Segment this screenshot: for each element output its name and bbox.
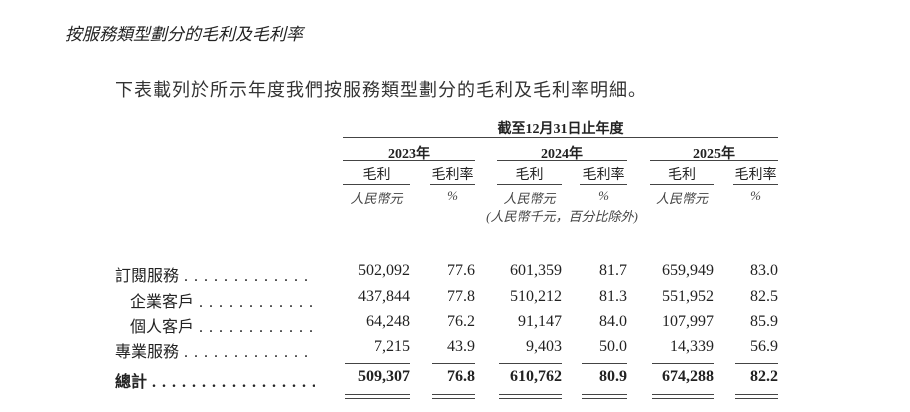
total-double-rule <box>652 398 714 399</box>
total-double-rule <box>499 398 562 399</box>
cell-value: 81.7 <box>599 262 627 279</box>
rule <box>733 184 778 185</box>
unit-label: % <box>598 188 609 203</box>
cell-value: 64,248 <box>366 313 410 330</box>
cell-value: 14,339 <box>670 338 714 355</box>
cell-value: 50.0 <box>599 338 627 355</box>
cell-value: 437,844 <box>358 288 410 305</box>
rule <box>497 184 562 185</box>
rule <box>580 184 627 185</box>
unit-label: 人民幣元 <box>655 191 708 206</box>
intro-paragraph: 下表載列於所示年度我們按服務類型劃分的毛利及毛利率明細。 <box>115 80 647 100</box>
cell-value: 551,952 <box>662 288 714 305</box>
column-header: 毛利率 <box>582 168 625 183</box>
subtotal-rule <box>735 363 778 364</box>
rule <box>650 160 778 161</box>
column-header: 毛利 <box>362 168 391 183</box>
cell-value: 83.0 <box>750 262 778 279</box>
period-header: 截至12月31日止年度 <box>497 122 624 137</box>
row-label: 總計 <box>115 368 315 392</box>
total-double-rule <box>345 398 410 399</box>
unit-note: (人民幣千元，百分比除外) <box>486 209 638 224</box>
rule <box>343 184 410 185</box>
rule <box>650 184 714 185</box>
cell-value: 601,359 <box>510 262 562 279</box>
row-label: 專業服務 <box>115 338 315 362</box>
rule <box>343 137 778 138</box>
cell-value: 610,762 <box>510 368 562 385</box>
unit-label: 人民幣元 <box>503 191 556 206</box>
total-double-rule <box>652 394 714 395</box>
cell-value: 84.0 <box>599 313 627 330</box>
cell-value: 674,288 <box>662 368 714 385</box>
column-header: 毛利 <box>515 168 544 183</box>
cell-value: 9,403 <box>526 338 562 355</box>
cell-value: 80.9 <box>599 368 627 385</box>
table-row: 企業客戶 437,844 77.8 510,212 81.3 551,952 82.5 <box>0 288 910 312</box>
row-label: 企業客戶 <box>130 288 315 312</box>
total-double-rule <box>735 394 778 395</box>
section-heading: 按服務類型劃分的毛利及毛利率 <box>65 25 303 45</box>
cell-value: 82.2 <box>750 368 778 385</box>
cell-value: 82.5 <box>750 288 778 305</box>
cell-value: 510,212 <box>510 288 562 305</box>
subtotal-rule <box>499 363 562 364</box>
subtotal-rule <box>652 363 714 364</box>
row-label: 訂閱服務 <box>115 262 315 286</box>
rule <box>430 184 475 185</box>
cell-value: 43.9 <box>447 338 475 355</box>
total-double-rule <box>345 394 410 395</box>
unit-label: 人民幣元 <box>350 191 403 206</box>
year-header: 2025年 <box>693 147 735 162</box>
cell-value: 7,215 <box>374 338 410 355</box>
total-double-rule <box>735 398 778 399</box>
total-double-rule <box>582 394 627 395</box>
column-header: 毛利率 <box>734 168 777 183</box>
rule <box>497 160 627 161</box>
table-row: 專業服務 7,215 43.9 9,403 50.0 14,339 56.9 <box>0 338 910 362</box>
cell-value: 85.9 <box>750 313 778 330</box>
total-double-rule <box>499 394 562 395</box>
cell-value: 77.6 <box>447 262 475 279</box>
subtotal-rule <box>345 363 410 364</box>
cell-value: 659,949 <box>662 262 714 279</box>
cell-value: 502,092 <box>358 262 410 279</box>
subtotal-rule <box>582 363 627 364</box>
cell-value: 91,147 <box>518 313 562 330</box>
total-double-rule <box>432 394 475 395</box>
cell-value: 77.8 <box>447 288 475 305</box>
subtotal-rule <box>432 363 475 364</box>
year-header: 2024年 <box>541 147 583 162</box>
cell-value: 81.3 <box>599 288 627 305</box>
unit-label: % <box>750 188 761 203</box>
column-header: 毛利率 <box>431 168 474 183</box>
column-header: 毛利 <box>668 168 696 183</box>
unit-label: % <box>447 188 458 203</box>
cell-value: 56.9 <box>750 338 778 355</box>
total-double-rule <box>582 398 627 399</box>
total-double-rule <box>432 398 475 399</box>
cell-value: 107,997 <box>662 313 714 330</box>
cell-value: 76.2 <box>447 313 475 330</box>
year-header: 2023年 <box>388 147 430 162</box>
table-row: 個人客戶 64,248 76.2 91,147 84.0 107,997 85.9 <box>0 313 910 337</box>
cell-value: 76.8 <box>447 368 475 385</box>
cell-value: 509,307 <box>358 368 410 385</box>
table-row: 總計 509,307 76.8 610,762 80.9 674,288 82.2 <box>0 368 910 392</box>
table-row: 訂閱服務 502,092 77.6 601,359 81.7 659,949 83.0 <box>0 262 910 286</box>
row-label: 個人客戶 <box>130 313 315 337</box>
rule <box>343 160 475 161</box>
